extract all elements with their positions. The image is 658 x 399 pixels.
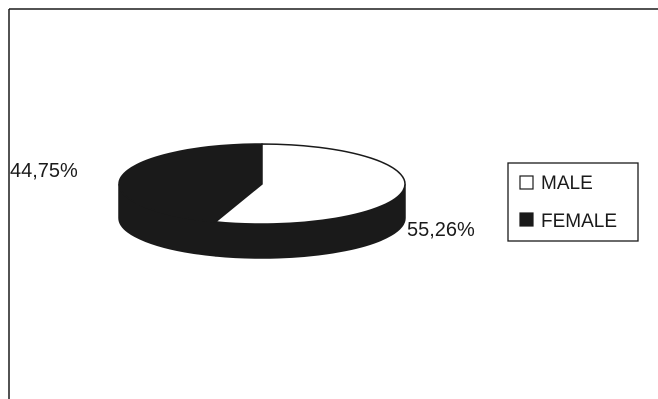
legend-swatch-female bbox=[519, 212, 534, 227]
legend-label-male: MALE bbox=[541, 173, 593, 194]
legend: MALE FEMALE bbox=[507, 162, 639, 242]
pie-slice-male bbox=[213, 143, 406, 225]
legend-swatch-male bbox=[519, 175, 534, 190]
slice-label-female: 44,75% bbox=[10, 160, 78, 182]
pie-group bbox=[118, 143, 406, 259]
slice-label-male: 55,26% bbox=[407, 219, 475, 241]
legend-label-female: FEMALE bbox=[541, 211, 617, 232]
pie-slice-female bbox=[118, 143, 263, 223]
